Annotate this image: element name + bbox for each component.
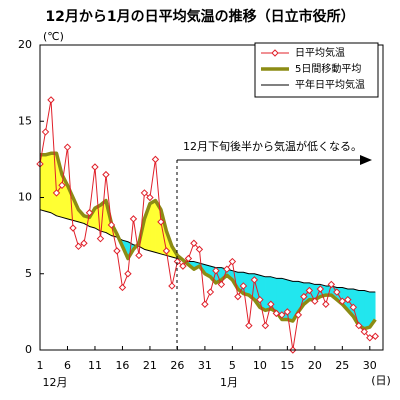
- x-tick-label: 11: [88, 359, 102, 372]
- y-tick-label: 15: [18, 114, 32, 127]
- data-point: [80, 239, 88, 247]
- data-point: [250, 276, 259, 284]
- legend-label: 平年日平均気温: [295, 78, 365, 91]
- data-point: [74, 242, 83, 251]
- legend-label: 5日間移動平均: [295, 62, 361, 75]
- data-point: [162, 247, 171, 255]
- data-point: [58, 181, 66, 190]
- data-point: [322, 300, 330, 308]
- y-tick-label: 0: [25, 343, 32, 356]
- x-unit: (日): [371, 374, 391, 387]
- data-point: [118, 283, 127, 292]
- data-point: [300, 292, 308, 301]
- data-point: [201, 300, 209, 308]
- data-point: [272, 309, 281, 318]
- data-point: [267, 300, 275, 308]
- data-point: [234, 292, 242, 301]
- data-point: [261, 321, 270, 330]
- x-tick-label: 26: [170, 359, 184, 372]
- data-point: [63, 143, 72, 151]
- data-point: [223, 265, 231, 273]
- data-point: [179, 262, 187, 270]
- data-point: [305, 286, 314, 295]
- data-point: [283, 308, 292, 316]
- data-point: [316, 285, 325, 293]
- month-label: 1月: [220, 376, 238, 389]
- data-point: [278, 311, 286, 319]
- data-point: [371, 332, 380, 340]
- data-point: [360, 327, 369, 336]
- data-point: [107, 221, 116, 229]
- x-tick-label: 10: [253, 359, 267, 372]
- legend-label: 日平均気温: [295, 46, 345, 59]
- fill-area: [149, 200, 156, 253]
- data-point: [102, 170, 110, 179]
- fill-area: [364, 290, 371, 329]
- data-point: [349, 303, 358, 312]
- data-point: [129, 215, 138, 223]
- data-point: [146, 193, 154, 202]
- data-point: [47, 96, 55, 104]
- fill-area: [45, 152, 52, 214]
- x-tick-label: 5: [229, 359, 236, 372]
- data-point: [206, 288, 215, 296]
- series-line: [39, 209, 376, 293]
- data-point: [151, 155, 160, 164]
- data-point: [69, 224, 77, 232]
- arrow-head: [360, 155, 372, 165]
- data-point: [366, 334, 374, 342]
- y-tick-label: 5: [25, 267, 32, 280]
- x-tick-label: 15: [280, 359, 294, 372]
- data-point: [52, 189, 61, 197]
- data-point: [245, 321, 253, 330]
- chart-title: 12月から1月の日平均気温の推移（日立市役所）: [45, 8, 354, 25]
- legend-marker: [271, 49, 279, 57]
- data-point: [85, 209, 94, 217]
- data-point: [135, 251, 143, 260]
- data-point: [311, 297, 319, 305]
- data-point: [96, 234, 105, 243]
- x-tick-label: 21: [143, 359, 157, 372]
- data-point: [217, 280, 226, 289]
- x-tick-label: 25: [335, 359, 349, 372]
- data-point: [355, 321, 363, 330]
- series-line: [40, 151, 377, 331]
- data-point: [333, 288, 341, 296]
- data-point: [344, 295, 352, 304]
- data-point: [157, 218, 165, 226]
- data-point: [41, 128, 50, 136]
- data-point: [327, 280, 336, 289]
- data-point: [124, 270, 132, 278]
- month-label: 12月: [43, 376, 68, 389]
- data-point: [91, 163, 99, 171]
- x-tick-label: 6: [64, 359, 71, 372]
- line-layer: [36, 96, 380, 354]
- x-tick-label: 1: [37, 359, 44, 372]
- y-tick-label: 20: [18, 38, 32, 51]
- annotation: 12月下旬後半から気温が低くなる。: [183, 139, 362, 153]
- x-tick-label: 31: [198, 359, 212, 372]
- y-unit: (℃): [43, 30, 64, 43]
- data-point: [256, 295, 264, 304]
- data-point: [113, 247, 121, 255]
- data-point: [228, 257, 237, 266]
- data-point: [212, 266, 220, 275]
- x-tick-label: 16: [115, 359, 129, 372]
- x-tick-label: 20: [308, 359, 322, 372]
- data-point: [190, 239, 198, 247]
- data-point: [294, 311, 303, 319]
- x-tick-label: 30: [363, 359, 377, 372]
- y-tick-label: 10: [18, 191, 32, 204]
- data-point: [184, 254, 193, 263]
- data-point: [338, 297, 347, 305]
- data-point: [195, 245, 204, 254]
- data-point: [239, 282, 248, 290]
- data-point: [140, 189, 149, 197]
- data-point: [168, 282, 176, 290]
